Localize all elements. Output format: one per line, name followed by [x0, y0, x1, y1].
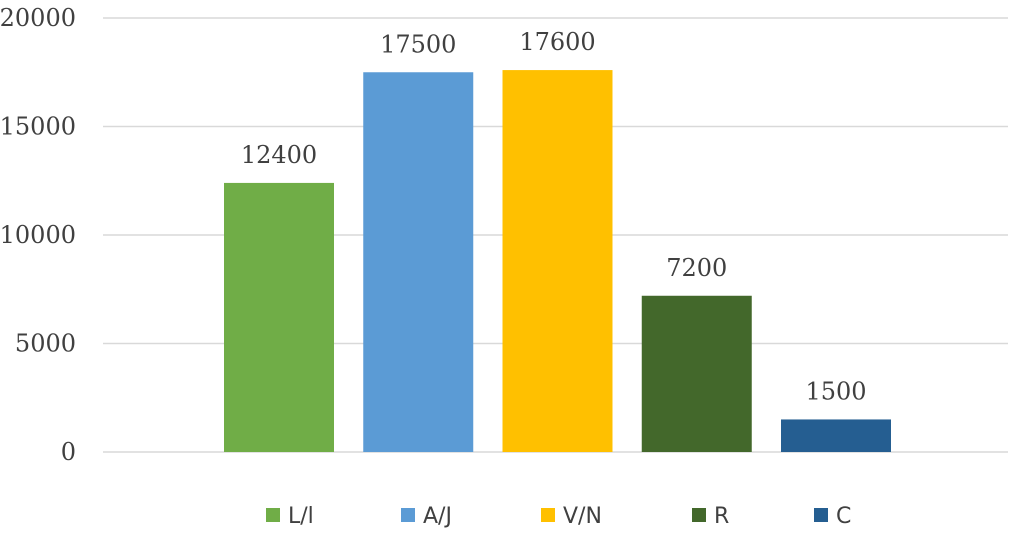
legend-swatch [692, 508, 706, 522]
bar-a-j [363, 72, 474, 452]
y-tick-label: 10000 [0, 221, 76, 249]
legend-label: A/J [423, 504, 452, 529]
legend-label: C [836, 504, 851, 529]
bar-l-l [224, 182, 334, 453]
data-label: 12400 [241, 141, 317, 169]
legend: L/l A/J V/N R C [266, 504, 851, 529]
data-label: 7200 [666, 254, 727, 282]
bar-v-n [502, 70, 613, 452]
y-tick-label: 20000 [0, 4, 76, 32]
legend-label: V/N [563, 504, 602, 529]
data-labels: 12400 17500 17600 7200 1500 [241, 28, 867, 405]
data-label: 17600 [519, 28, 595, 56]
data-label: 17500 [380, 30, 456, 58]
legend-label: L/l [288, 504, 314, 529]
bars [224, 70, 891, 453]
bar-c [781, 419, 891, 452]
legend-swatch [541, 508, 555, 522]
y-tick-label: 5000 [15, 330, 76, 358]
y-tick-label: 15000 [0, 113, 76, 141]
legend-swatch [814, 508, 828, 522]
bar-r [641, 295, 752, 452]
data-label: 1500 [805, 377, 866, 405]
y-axis-tick-labels: 0 5000 10000 15000 20000 [0, 4, 76, 466]
legend-label: R [714, 504, 729, 529]
legend-swatch [401, 508, 415, 522]
legend-swatch [266, 508, 280, 522]
y-tick-label: 0 [61, 438, 76, 466]
